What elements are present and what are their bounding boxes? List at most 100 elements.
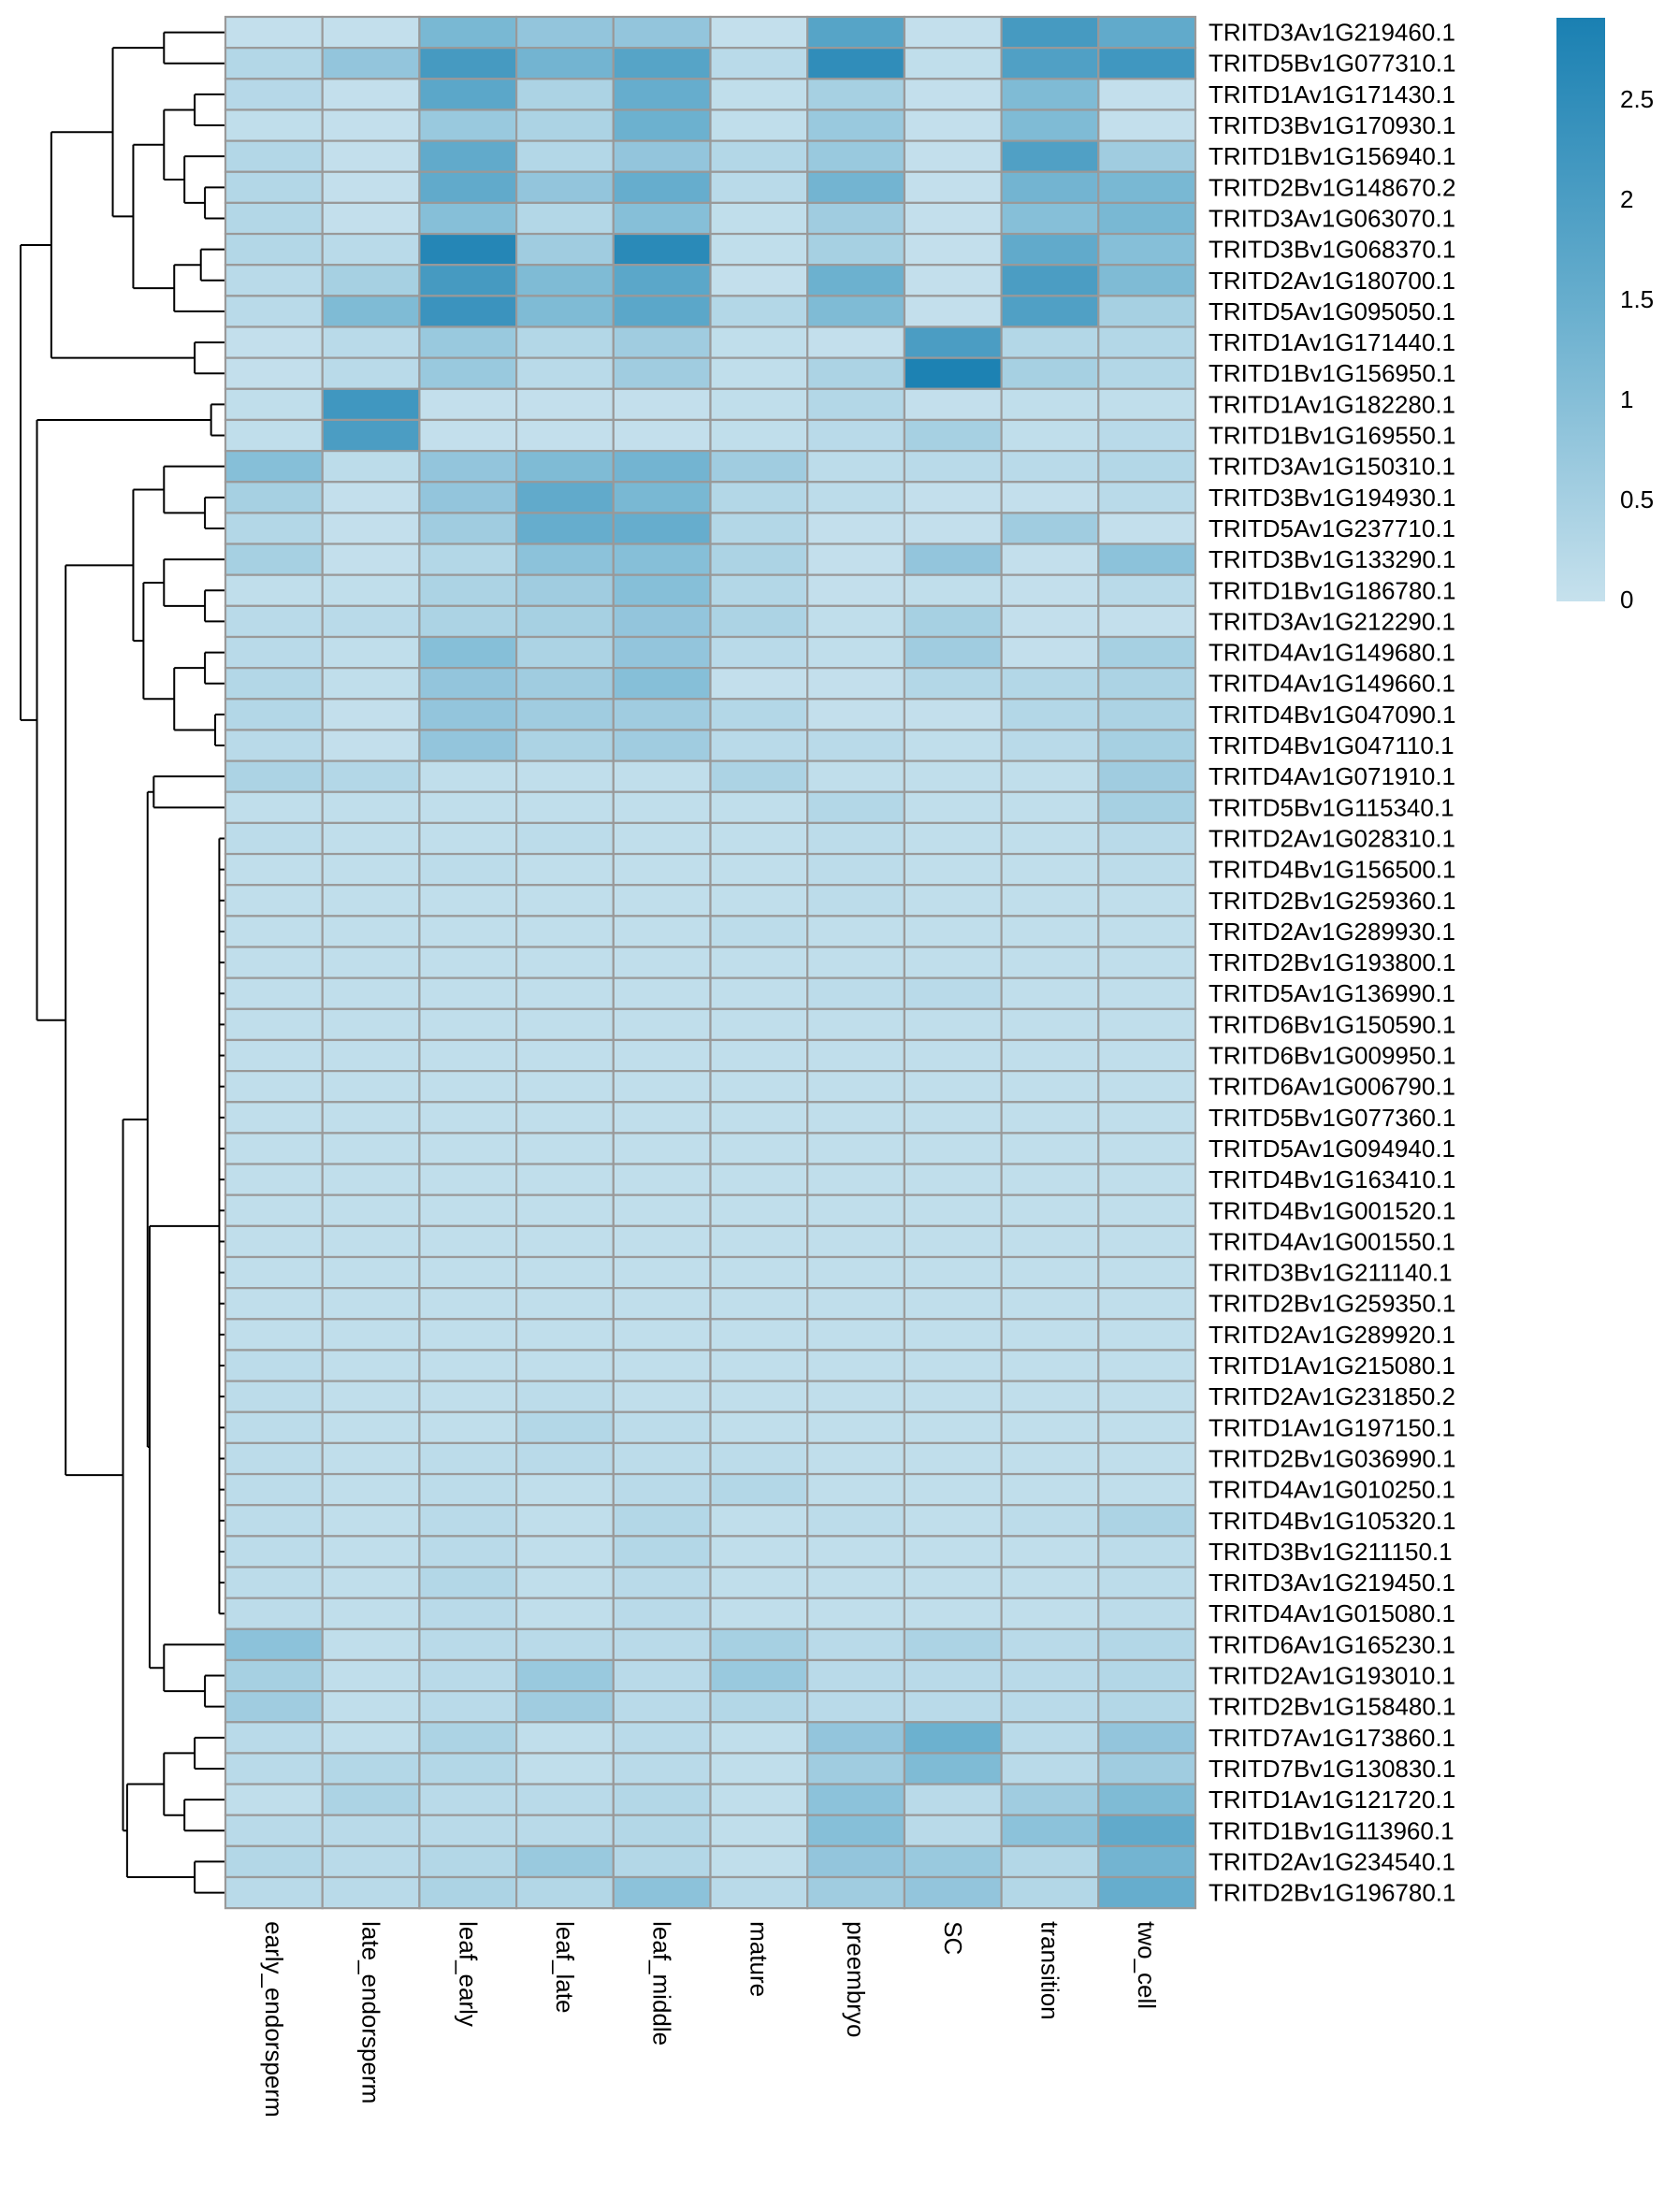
heatmap-cell (418, 1441, 518, 1476)
heatmap-cell (806, 1349, 906, 1382)
heatmap-cell (806, 170, 906, 205)
heatmap-cell (903, 512, 1003, 545)
heatmap-cell (514, 481, 615, 514)
heatmap-cell (224, 1875, 324, 1910)
heatmap-cell (612, 1689, 712, 1724)
heatmap-cell (806, 852, 906, 887)
heatmap-cell (806, 1380, 906, 1413)
heatmap-cell (806, 264, 906, 297)
heatmap-cell (418, 325, 518, 359)
heatmap-cell (224, 1658, 324, 1693)
heatmap-cell (806, 1535, 906, 1569)
heatmap-cell (224, 1627, 324, 1662)
heatmap-cell (806, 1101, 906, 1135)
heatmap-cell (709, 1380, 809, 1413)
heatmap-cell (224, 1441, 324, 1476)
heatmap-cell (1000, 1689, 1100, 1724)
heatmap-cell (418, 1504, 518, 1538)
row-label: TRITD6Bv1G150590.1 (1209, 1010, 1455, 1038)
heatmap-cell (224, 1101, 324, 1135)
heatmap-cell (418, 139, 518, 173)
heatmap-cell (806, 232, 906, 267)
heatmap-cell (1000, 542, 1100, 576)
heatmap-cell (418, 1224, 518, 1259)
heatmap-cell (321, 821, 421, 856)
heatmap-cell (709, 139, 809, 173)
heatmap-cell (806, 759, 906, 793)
heatmap-cell (612, 1441, 712, 1476)
heatmap-cell (514, 1597, 615, 1630)
heatmap-cell (514, 1752, 615, 1786)
heatmap-cell (903, 1658, 1003, 1693)
row-label: TRITD3Av1G150310.1 (1209, 453, 1455, 481)
heatmap-cell (1097, 47, 1197, 80)
heatmap-cell (709, 635, 809, 670)
heatmap-cell (418, 264, 518, 297)
heatmap-cell (806, 542, 906, 576)
heatmap-cell (903, 1504, 1003, 1538)
heatmap-cell (806, 512, 906, 545)
heatmap-cell (806, 1069, 906, 1104)
heatmap-cell (1097, 232, 1197, 267)
heatmap-cell (1000, 573, 1100, 607)
heatmap-cell (806, 450, 906, 484)
heatmap-cell (514, 15, 615, 50)
heatmap-cell (418, 1007, 518, 1042)
heatmap-cell (321, 1255, 421, 1290)
heatmap-cell (514, 1224, 615, 1259)
row-label: TRITD5Av1G095050.1 (1209, 297, 1455, 325)
heatmap-cell (418, 1721, 518, 1755)
row-label: TRITD2Bv1G196780.1 (1209, 1879, 1455, 1907)
heatmap-cell (1000, 481, 1100, 514)
heatmap-cell (321, 201, 421, 236)
heatmap-cell (321, 1472, 421, 1507)
heatmap-cell (709, 1814, 809, 1847)
row-label: TRITD2Bv1G259360.1 (1209, 887, 1455, 915)
column-label: preembryo (842, 1921, 870, 2037)
heatmap-cell (1000, 1441, 1100, 1476)
heatmap-cell (612, 325, 712, 359)
row-label: TRITD1Av1G171440.1 (1209, 328, 1455, 356)
heatmap-cell (709, 450, 809, 484)
heatmap-cell (418, 1380, 518, 1413)
heatmap-cell (321, 1069, 421, 1104)
row-label: TRITD5Bv1G077360.1 (1209, 1104, 1455, 1132)
heatmap-cell (903, 1472, 1003, 1507)
heatmap-cell (903, 418, 1003, 453)
heatmap-cell (903, 1380, 1003, 1413)
heatmap-cell (514, 1504, 615, 1538)
heatmap-cell (514, 884, 615, 918)
heatmap-cell (1000, 604, 1100, 639)
heatmap-cell (612, 1627, 712, 1662)
heatmap-cell (224, 542, 324, 576)
heatmap-cell (224, 1504, 324, 1538)
heatmap-cell (514, 356, 615, 390)
heatmap-cell (224, 387, 324, 422)
heatmap-cell (224, 295, 324, 328)
heatmap-cell (514, 201, 615, 236)
heatmap-cell (709, 232, 809, 267)
heatmap-cell (1000, 1038, 1100, 1073)
heatmap-cell (1000, 15, 1100, 50)
heatmap-cell (514, 759, 615, 793)
heatmap-cell (903, 976, 1003, 1010)
heatmap-cell (321, 1318, 421, 1352)
heatmap-cell (321, 1380, 421, 1413)
heatmap-cell (806, 1287, 906, 1321)
heatmap-cell (418, 232, 518, 267)
heatmap-cell (1097, 139, 1197, 173)
heatmap-cell (514, 1193, 615, 1227)
heatmap-cell (321, 139, 421, 173)
heatmap-cell (612, 1658, 712, 1693)
column-label: leaf_late (551, 1921, 579, 2013)
heatmap-cell (709, 1101, 809, 1135)
heatmap-cell (1097, 15, 1197, 50)
heatmap-cell (224, 1783, 324, 1816)
row-label: TRITD3Av1G219460.1 (1209, 19, 1455, 47)
row-label: TRITD4Av1G149660.1 (1209, 670, 1455, 698)
heatmap-cell (612, 1287, 712, 1321)
heatmap-cell (1000, 1380, 1100, 1413)
heatmap-cell (418, 852, 518, 887)
heatmap-cell (806, 604, 906, 639)
heatmap-cell (612, 1349, 712, 1382)
